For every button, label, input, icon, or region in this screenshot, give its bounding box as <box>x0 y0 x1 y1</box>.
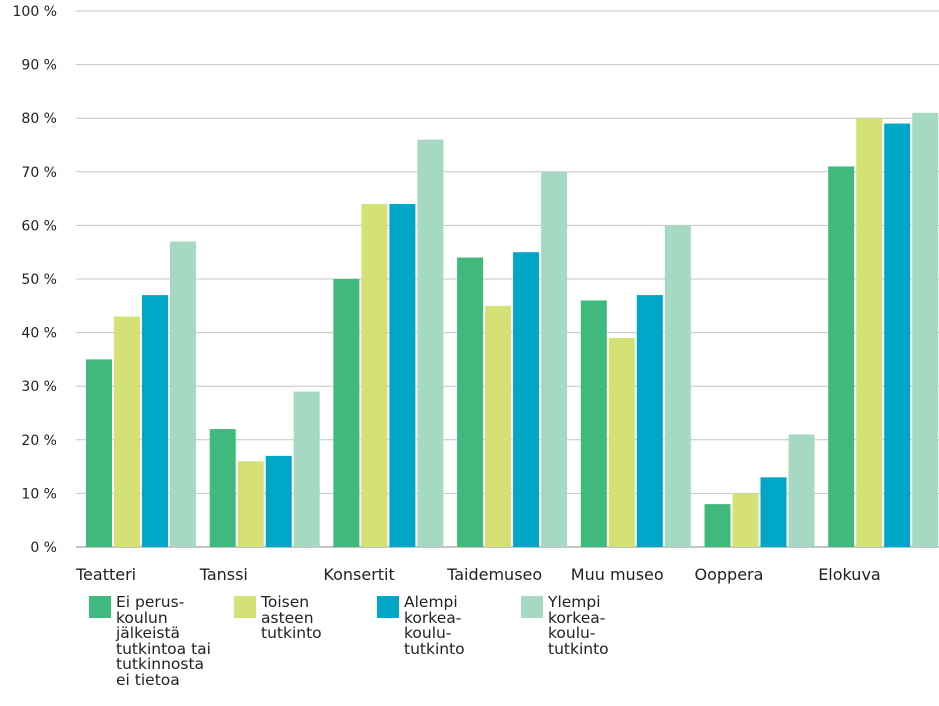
bar-chart: 0 % 10 % 20 % 30 % 40 % 50 % 60 % 70 % 80 % 90 % 1… <box>13 4 939 584</box>
legend-label: Ylempi korkea- koulu- tutkinto <box>548 593 609 658</box>
legend-label: Ei perus- koulun jälkeistä tutkintoa tai… <box>116 593 211 689</box>
bar <box>209 429 236 547</box>
y-tick-label: 60 % <box>21 218 57 234</box>
y-tick-label: 20 % <box>21 433 57 449</box>
y-axis-ticks: 0 % 10 % 20 % 30 % 40 % 50 % 60 % 70 % 80 % 90 % 1… <box>13 4 57 556</box>
bar <box>856 118 883 547</box>
bar <box>608 337 635 547</box>
bar <box>884 123 911 547</box>
bars <box>86 112 939 548</box>
bar <box>760 477 787 547</box>
x-axis-ticks: Teatteri Tanssi Konsertit Taidemuseo Muu mus… <box>75 565 881 584</box>
legend-swatch <box>521 596 543 618</box>
x-tick-label: Tanssi <box>199 565 248 584</box>
bar <box>237 461 264 547</box>
legend-item: Toisen asteen tutkinto <box>234 593 322 642</box>
bar <box>704 504 731 547</box>
bar <box>361 203 388 547</box>
legend-swatch <box>234 596 256 618</box>
y-tick-label: 90 % <box>21 58 57 74</box>
y-tick-label: 10 % <box>21 486 57 502</box>
y-tick-label: 30 % <box>21 379 57 395</box>
y-tick-label: 80 % <box>21 111 57 127</box>
bar <box>828 166 855 547</box>
bar <box>389 203 416 547</box>
legend-label: Alempi korkea- koulu- tutkinto <box>404 593 465 658</box>
y-tick-label: 0 % <box>30 540 57 556</box>
bar <box>142 295 168 547</box>
x-tick-label: Muu museo <box>571 565 664 584</box>
x-tick-label: Teatteri <box>75 565 136 584</box>
x-tick-label: Ooppera <box>695 565 764 584</box>
legend-label: Toisen asteen tutkinto <box>261 593 322 642</box>
y-tick-label: 50 % <box>21 272 57 288</box>
bar <box>485 305 512 547</box>
bar <box>912 112 939 547</box>
bar <box>664 225 691 547</box>
bar <box>265 455 292 547</box>
bar <box>513 252 540 547</box>
bar <box>541 171 568 548</box>
bar <box>170 241 196 548</box>
legend-item: Ylempi korkea- koulu- tutkinto <box>521 593 609 658</box>
legend-item: Alempi korkea- koulu- tutkinto <box>377 593 465 658</box>
x-tick-label: Taidemuseo <box>446 565 542 584</box>
legend-swatch <box>377 596 399 618</box>
bar <box>417 139 444 547</box>
x-tick-label: Elokuva <box>818 565 881 584</box>
bar <box>293 391 320 547</box>
bar <box>457 257 484 547</box>
legend-item: Ei perus- koulun jälkeistä tutkintoa tai… <box>89 593 211 689</box>
x-tick-label: Konsertit <box>323 565 394 584</box>
y-tick-label: 100 % <box>13 4 57 20</box>
y-tick-label: 70 % <box>21 165 57 181</box>
legend: Ei perus- koulun jälkeistä tutkintoa tai… <box>0 593 939 706</box>
bar <box>732 493 759 547</box>
bar <box>86 359 112 547</box>
bar <box>114 316 140 547</box>
legend-swatch <box>89 596 111 618</box>
bar <box>580 300 607 547</box>
bar <box>636 295 663 547</box>
bar <box>333 279 360 547</box>
y-tick-label: 40 % <box>21 326 57 342</box>
bar <box>788 434 815 547</box>
